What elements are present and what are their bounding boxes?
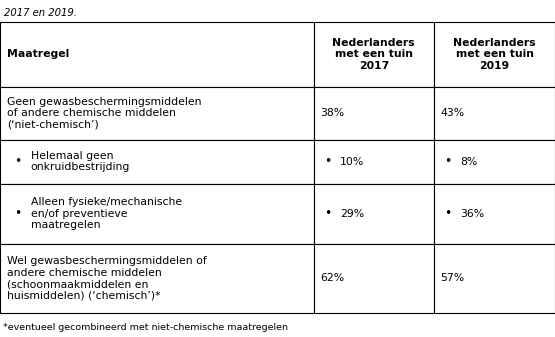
- Bar: [314, 140, 434, 184]
- Bar: [0, 244, 314, 313]
- Text: 62%: 62%: [320, 273, 344, 283]
- Text: Helemaal geen
onkruidbestrijding: Helemaal geen onkruidbestrijding: [31, 151, 130, 173]
- Text: 57%: 57%: [441, 273, 465, 283]
- Bar: [314, 244, 434, 313]
- Text: Nederlanders
met een tuin
2019: Nederlanders met een tuin 2019: [453, 38, 536, 71]
- Text: 29%: 29%: [340, 209, 364, 219]
- Text: Wel gewasbeschermingsmiddelen of
andere chemische middelen
(schoonmaakmiddelen e: Wel gewasbeschermingsmiddelen of andere …: [7, 256, 206, 301]
- Text: •: •: [444, 155, 452, 168]
- Text: 38%: 38%: [320, 108, 344, 118]
- Text: Maatregel: Maatregel: [7, 49, 69, 59]
- Text: •: •: [14, 155, 22, 168]
- Bar: [0, 22, 314, 87]
- Bar: [434, 140, 555, 184]
- Bar: [434, 22, 555, 87]
- Text: •: •: [324, 207, 331, 220]
- Text: Nederlanders
met een tuin
2017: Nederlanders met een tuin 2017: [332, 38, 415, 71]
- Bar: [314, 87, 434, 140]
- Text: Alleen fysieke/mechanische
en/of preventieve
maatregelen: Alleen fysieke/mechanische en/of prevent…: [31, 197, 181, 230]
- Text: •: •: [444, 207, 452, 220]
- Bar: [434, 244, 555, 313]
- Bar: [0, 87, 314, 140]
- Text: 10%: 10%: [340, 157, 365, 167]
- Bar: [314, 184, 434, 244]
- Bar: [0, 184, 314, 244]
- Bar: [434, 184, 555, 244]
- Text: 36%: 36%: [461, 209, 485, 219]
- Bar: [314, 22, 434, 87]
- Bar: [434, 87, 555, 140]
- Text: *eventueel gecombineerd met niet-chemische maatregelen: *eventueel gecombineerd met niet-chemisc…: [3, 323, 288, 332]
- Text: 43%: 43%: [441, 108, 465, 118]
- Text: 8%: 8%: [461, 157, 478, 167]
- Bar: [0, 140, 314, 184]
- Text: 2017 en 2019.: 2017 en 2019.: [4, 8, 77, 19]
- Text: Geen gewasbeschermingsmiddelen
of andere chemische middelen
(‘niet-chemisch’): Geen gewasbeschermingsmiddelen of andere…: [7, 96, 201, 130]
- Text: •: •: [14, 207, 22, 220]
- Text: •: •: [324, 155, 331, 168]
